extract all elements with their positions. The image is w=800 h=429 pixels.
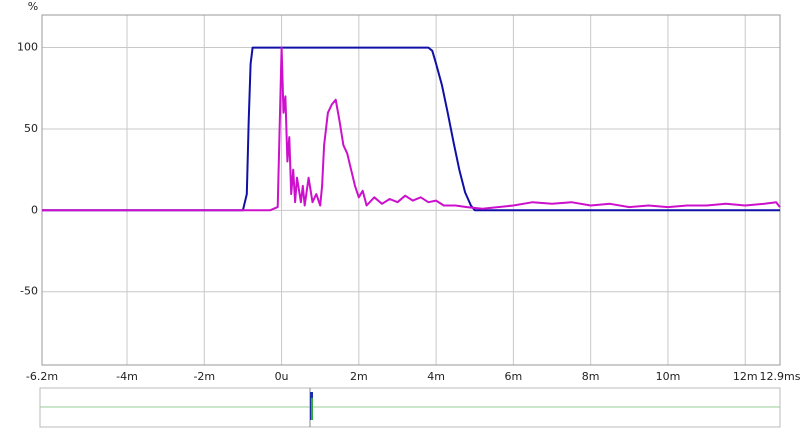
y-tick-label: 50 [24,122,38,135]
x-tick-label: 2m [350,370,368,383]
series-line [42,46,781,212]
x-tick-label: 10m [656,370,681,383]
y-tick-label: -50 [20,285,38,298]
plot-frame [41,14,781,366]
x-tick-label: 6m [505,370,523,383]
overview[interactable] [39,387,781,428]
y-tick-label: 100 [17,41,38,54]
plot-area: 100 50 0 -50 -6.2m -4m -2m 0u 2m 4m 6m 8m 10m 12m 12.9… [17,14,800,383]
x-tick-label: 8m [582,370,600,383]
x-tick-label: 12.9ms [760,370,800,383]
x-tick-label: 12m [733,370,758,383]
x-tick-label: -2m [193,370,215,383]
x-tick-label: -4m [116,370,138,383]
y-tick-label: 0 [31,203,38,216]
x-tick-label: 4m [427,370,445,383]
series-line [42,46,780,212]
x-tick-label: 0u [275,370,289,383]
x-tick-label: -6.2m [26,370,58,383]
y-axis-label: % [28,0,38,13]
